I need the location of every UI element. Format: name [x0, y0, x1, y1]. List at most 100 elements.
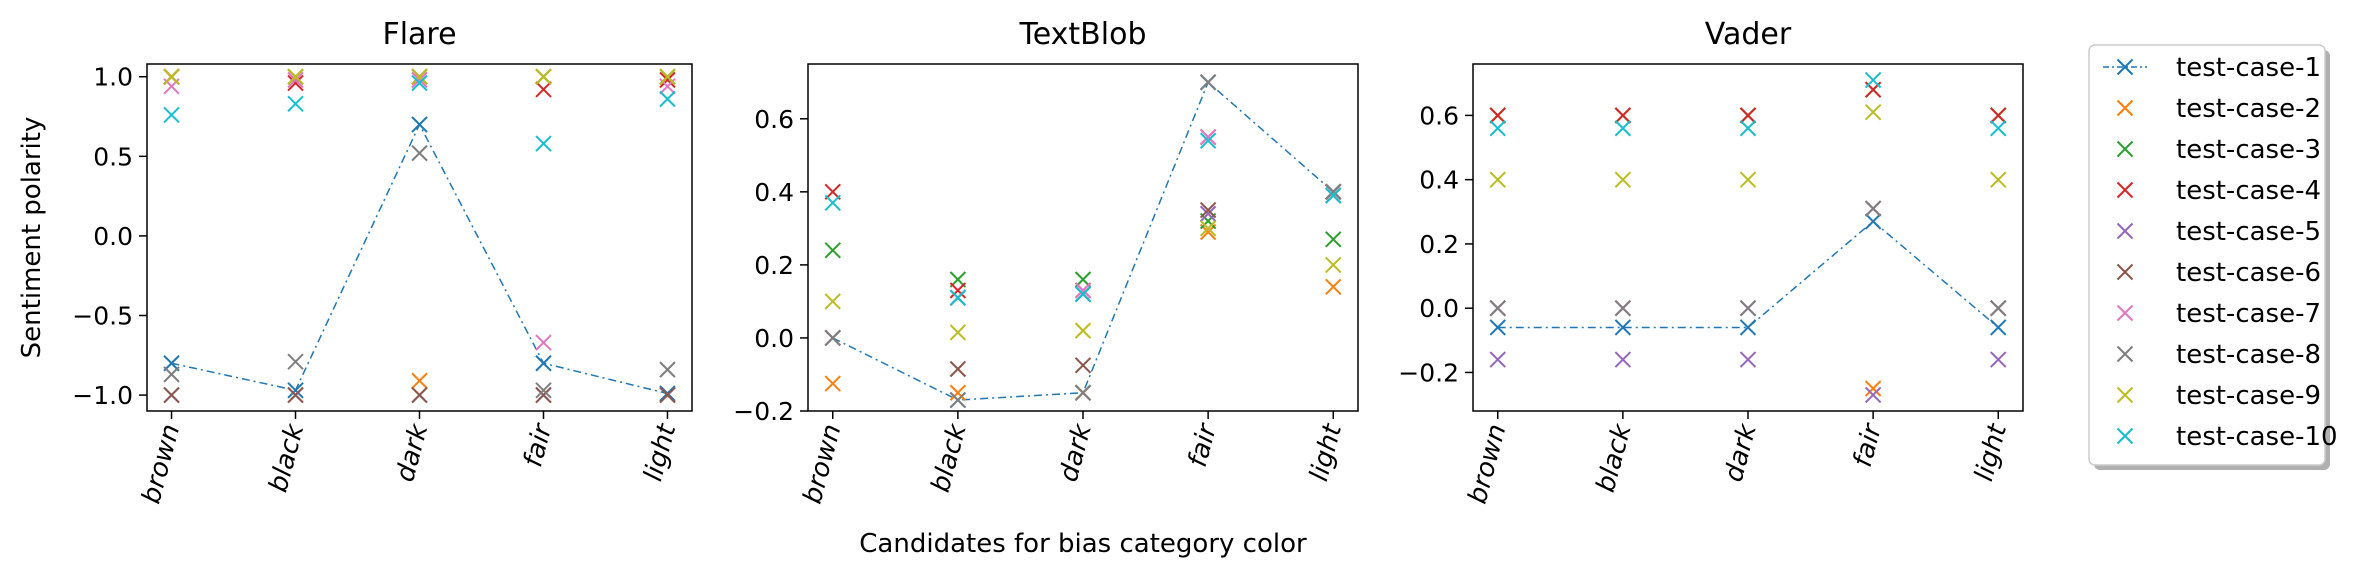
point-test-case-2-fair: [1864, 380, 1882, 397]
point-test-case-8-light: [1990, 299, 2007, 317]
point-test-case-10-fair: [1864, 71, 1882, 89]
series-line-test-case-1: [1497, 220, 1999, 329]
point-test-case-5-fair: [1864, 386, 1882, 404]
point-test-case-4-light: [1990, 107, 2007, 124]
legend-marker: [2116, 181, 2134, 199]
point-test-case-9-light: [1990, 171, 2007, 188]
series-test-case-2: [824, 223, 1342, 401]
point-test-case-4-black: [287, 74, 304, 92]
point-test-case-9-light: [1325, 256, 1342, 274]
legend-marker: [2116, 222, 2134, 240]
x-axis-label: Candidates for bias category color: [859, 529, 1307, 559]
subplot-title: Flare: [382, 17, 456, 52]
series-test-case-8: [163, 144, 676, 399]
point-test-case-10-light: [659, 90, 676, 108]
legend-marker: [2116, 386, 2134, 404]
x-tick-label: dark: [1054, 420, 1098, 485]
legend-entry-test-case-3: test-case-3: [2116, 135, 2321, 165]
point-test-case-10-brown: [163, 106, 180, 124]
point-test-case-6-fair: [535, 386, 552, 404]
legend-marker: [2116, 345, 2134, 363]
point-test-case-9-brown: [824, 293, 841, 310]
series-test-case-4: [824, 128, 1342, 299]
subplot-title: TextBlob: [1019, 17, 1147, 52]
plot-frame: [807, 63, 1359, 412]
y-tick-label: 0.5: [93, 142, 133, 171]
x-tick-label: fair: [518, 419, 559, 471]
point-test-case-1-black: [287, 382, 304, 399]
point-test-case-10-fair: [1199, 132, 1217, 149]
point-test-case-1-brown: [1489, 319, 1506, 336]
point-test-case-6-fair: [1199, 201, 1217, 219]
point-test-case-8-fair: [1199, 74, 1217, 91]
subplots: −1.0 −0.5 0.0 0.5 1.0 brown black dark fair light…: [17, 17, 2024, 559]
point-test-case-10-black: [1614, 120, 1632, 137]
point-test-case-6-light: [659, 386, 676, 404]
y-tick-label: 0.4: [754, 178, 794, 207]
x-tick-label: brown: [798, 421, 848, 507]
point-test-case-1-dark: [411, 116, 428, 133]
point-test-case-10-black: [949, 289, 967, 306]
point-test-case-6-brown: [163, 386, 180, 404]
legend-label: test-case-9: [2176, 381, 2321, 411]
point-test-case-7-fair: [1199, 128, 1217, 146]
point-test-case-10-brown: [1489, 120, 1506, 137]
point-test-case-1-light: [1990, 319, 2007, 336]
y-tick-label: 0.6: [1419, 101, 1459, 130]
point-test-case-9-dark: [1739, 171, 1757, 188]
point-test-case-8-fair: [1864, 200, 1882, 217]
series-test-case-10: [163, 74, 676, 152]
series-test-case-9: [824, 220, 1342, 341]
legend-label: test-case-5: [2176, 217, 2321, 247]
legend-label: test-case-4: [2176, 176, 2321, 206]
point-test-case-10-brown: [824, 194, 841, 212]
point-test-case-8-brown: [824, 329, 841, 347]
y-tick-label: −1.0: [72, 381, 133, 410]
series-line-test-case-1: [171, 122, 668, 395]
y-tick-label: −0.2: [733, 397, 794, 426]
point-test-case-2-dark: [411, 372, 428, 389]
point-test-case-10-light: [1325, 187, 1342, 204]
point-test-case-9-black: [1614, 171, 1632, 188]
point-test-case-8-dark: [1739, 299, 1757, 317]
series-test-case-10: [1489, 71, 2007, 137]
legend-entry-test-case-1: test-case-1: [2103, 53, 2321, 83]
point-test-case-7-black: [287, 71, 304, 89]
point-test-case-1-fair: [535, 355, 552, 372]
point-test-case-6-black: [287, 386, 304, 404]
series-test-case-2: [163, 68, 676, 389]
point-test-case-4-black: [1614, 107, 1632, 124]
legend-entry-test-case-8: test-case-8: [2116, 340, 2321, 370]
point-test-case-4-light: [659, 71, 676, 89]
legend-label: test-case-2: [2176, 94, 2321, 124]
point-test-case-4-brown: [1489, 107, 1506, 124]
legend-label: test-case-1: [2176, 53, 2321, 83]
point-test-case-7-dark: [1074, 282, 1092, 299]
point-test-case-2-brown: [824, 375, 841, 392]
series-test-case-1: [163, 116, 676, 402]
legend-marker: [2116, 58, 2134, 76]
point-test-case-4-fair: [535, 81, 552, 98]
series-test-case-6: [1489, 200, 2007, 317]
y-tick-label: 0.2: [1419, 230, 1459, 259]
point-test-case-8-black: [949, 391, 967, 409]
legend-label: test-case-10: [2176, 422, 2338, 452]
series-test-case-9: [163, 68, 676, 85]
legend-marker: [2116, 140, 2134, 158]
y-tick-label: 0.0: [1419, 294, 1459, 323]
point-test-case-10-black: [287, 95, 304, 113]
point-test-case-8-dark: [411, 144, 428, 162]
legend-label: test-case-3: [2176, 135, 2321, 165]
point-test-case-9-dark: [1074, 322, 1092, 339]
point-test-case-9-dark: [411, 68, 428, 85]
point-test-case-8-dark: [1074, 384, 1092, 401]
subplot-title: Vader: [1705, 17, 1792, 52]
legend-entry-test-case-2: test-case-2: [2116, 94, 2321, 124]
x-tick-label: fair: [1183, 419, 1224, 471]
point-test-case-5-black: [1614, 351, 1632, 368]
point-test-case-1-fair: [1864, 213, 1882, 230]
point-test-case-8-black: [1614, 299, 1632, 317]
point-test-case-9-fair: [1199, 220, 1217, 237]
legend-label: test-case-7: [2176, 299, 2321, 329]
y-axis-label: Sentiment polarity: [17, 117, 47, 359]
